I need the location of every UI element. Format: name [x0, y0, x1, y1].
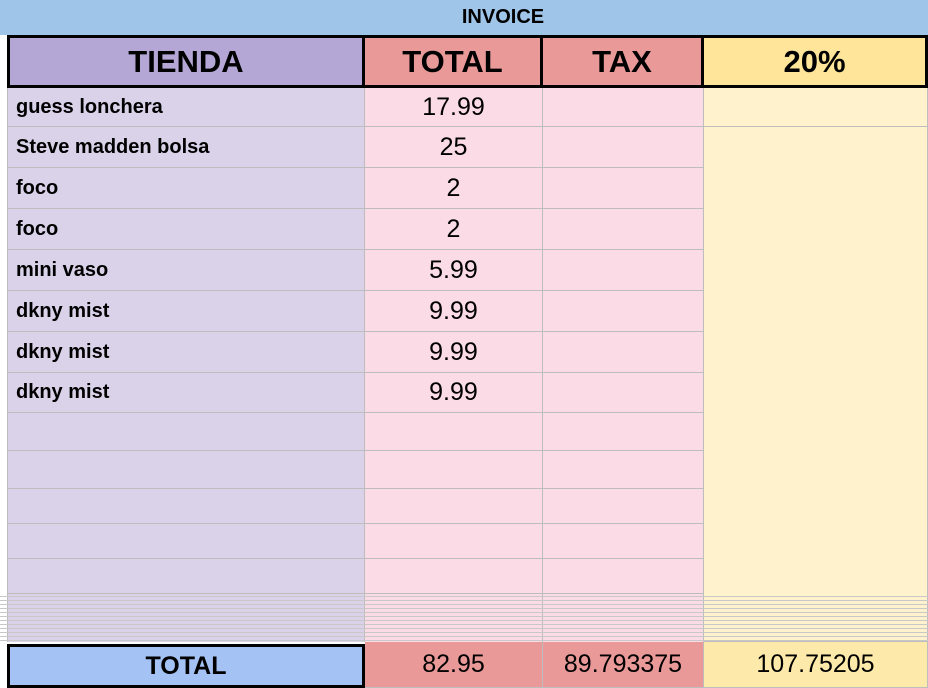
empty-cell [365, 524, 543, 559]
total-cell: 25 [365, 127, 543, 168]
total-cell: 17.99 [365, 88, 543, 127]
item-cell: dkny mist [7, 373, 365, 413]
empty-cell [365, 413, 543, 451]
tax-cell [543, 291, 704, 332]
footer-value: 89.793375 [543, 642, 704, 688]
empty-cell [365, 451, 543, 489]
item-cell: foco [7, 209, 365, 250]
title: INVOICE [461, 6, 545, 28]
empty-cell [543, 413, 704, 451]
rate-cell [704, 88, 928, 127]
total-cell: 9.99 [365, 373, 543, 413]
item-cell: guess lonchera [7, 88, 365, 127]
title-bar [0, 0, 928, 35]
empty-cell [7, 489, 365, 524]
item-cell: dkny mist [7, 291, 365, 332]
hidden-rows [0, 600, 928, 601]
hidden-rows [0, 612, 928, 613]
hidden-rows [0, 608, 928, 609]
empty-cell [543, 489, 704, 524]
empty-cell [365, 594, 543, 642]
total-cell: 9.99 [365, 332, 543, 373]
hidden-rows [0, 620, 928, 621]
column-header: TOTAL [365, 35, 543, 88]
empty-cell [7, 451, 365, 489]
total-cell: 2 [365, 168, 543, 209]
empty-cell [365, 559, 543, 594]
item-cell: mini vaso [7, 250, 365, 291]
empty-cell [543, 451, 704, 489]
tax-cell [543, 168, 704, 209]
tax-cell [543, 88, 704, 127]
tax-cell [543, 332, 704, 373]
empty-cell [365, 489, 543, 524]
empty-cell [543, 524, 704, 559]
hidden-rows [0, 616, 928, 617]
rate-cell-merged [704, 127, 928, 642]
empty-cell [7, 559, 365, 594]
item-cell: dkny mist [7, 332, 365, 373]
tax-cell [543, 373, 704, 413]
empty-cell [7, 594, 365, 642]
item-cell: Steve madden bolsa [7, 127, 365, 168]
total-cell: 5.99 [365, 250, 543, 291]
hidden-rows [0, 636, 928, 637]
column-header: TAX [543, 35, 704, 88]
hidden-rows [0, 640, 928, 641]
hidden-rows [0, 632, 928, 633]
empty-cell [543, 594, 704, 642]
hidden-rows [0, 604, 928, 605]
hidden-rows [0, 624, 928, 625]
column-header: 20% [704, 35, 928, 88]
tax-cell [543, 250, 704, 291]
empty-cell [7, 524, 365, 559]
tax-cell [543, 209, 704, 250]
total-cell: 9.99 [365, 291, 543, 332]
hidden-rows [0, 596, 928, 597]
empty-cell [543, 559, 704, 594]
hidden-rows [0, 628, 928, 629]
total-cell: 2 [365, 209, 543, 250]
tax-cell [543, 127, 704, 168]
column-header: TIENDA [7, 35, 365, 88]
footer-value: 107.75205 [704, 642, 928, 688]
empty-cell [7, 413, 365, 451]
item-cell: foco [7, 168, 365, 209]
footer-value: 82.95 [365, 642, 543, 688]
footer-label: TOTAL [7, 644, 365, 688]
